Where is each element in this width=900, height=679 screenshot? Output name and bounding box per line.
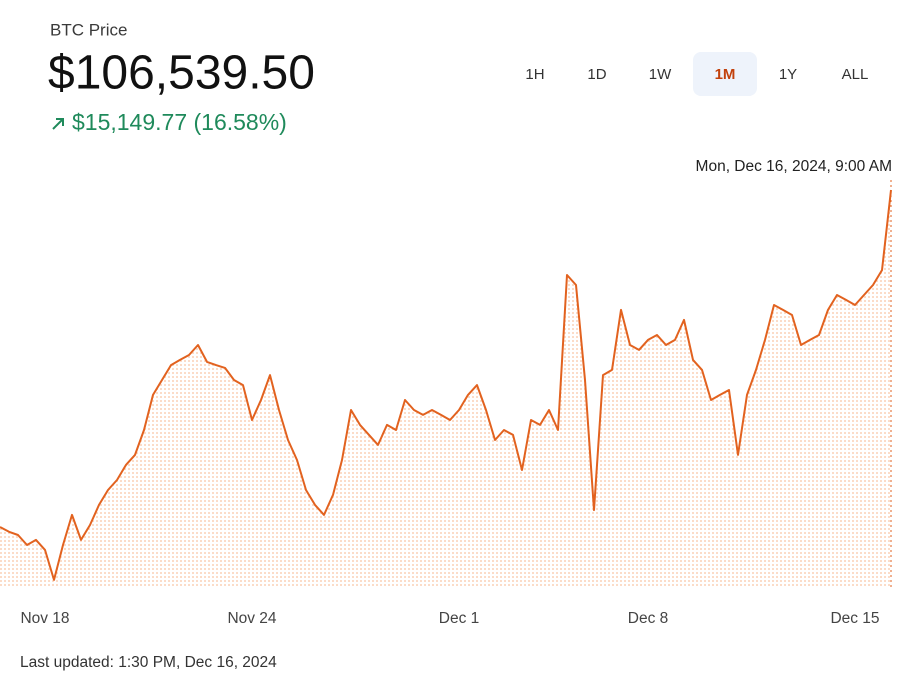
hover-label: Mon, Dec 16, 2024, 9:00 AM	[696, 158, 892, 175]
timeframe-button[interactable]: 1D	[587, 66, 606, 83]
x-tick-label: Dec 1	[439, 610, 480, 627]
price-line	[0, 189, 892, 581]
timeframe-active-bg	[693, 52, 757, 96]
x-tick-label: Dec 8	[628, 610, 669, 627]
timeframe-button[interactable]: 1M	[715, 66, 736, 83]
x-tick-label: Nov 18	[20, 610, 69, 627]
up-arrow	[52, 118, 64, 130]
price: $106,539.50	[48, 47, 315, 100]
timeframe-bar: 1H 1D 1W 1M 1Y ALL	[525, 52, 868, 96]
timeframe-button[interactable]: 1H	[525, 66, 544, 83]
price-change: $15,149.77 (16.58%)	[72, 109, 287, 135]
last-updated: Last updated: 1:30 PM, Dec 16, 2024	[20, 654, 277, 671]
area	[0, 190, 891, 587]
x-tick-label: Nov 24	[227, 610, 276, 627]
timeframe-button[interactable]: ALL	[842, 66, 869, 83]
timeframe-button[interactable]: 1Y	[779, 66, 797, 83]
plot: Nov 18 Nov 24 Dec 1 Dec 8 Dec 15	[0, 189, 892, 627]
title: BTC Price	[50, 20, 127, 39]
x-tick-label: Dec 15	[830, 610, 879, 627]
timeframe-button[interactable]: 1W	[649, 66, 672, 83]
